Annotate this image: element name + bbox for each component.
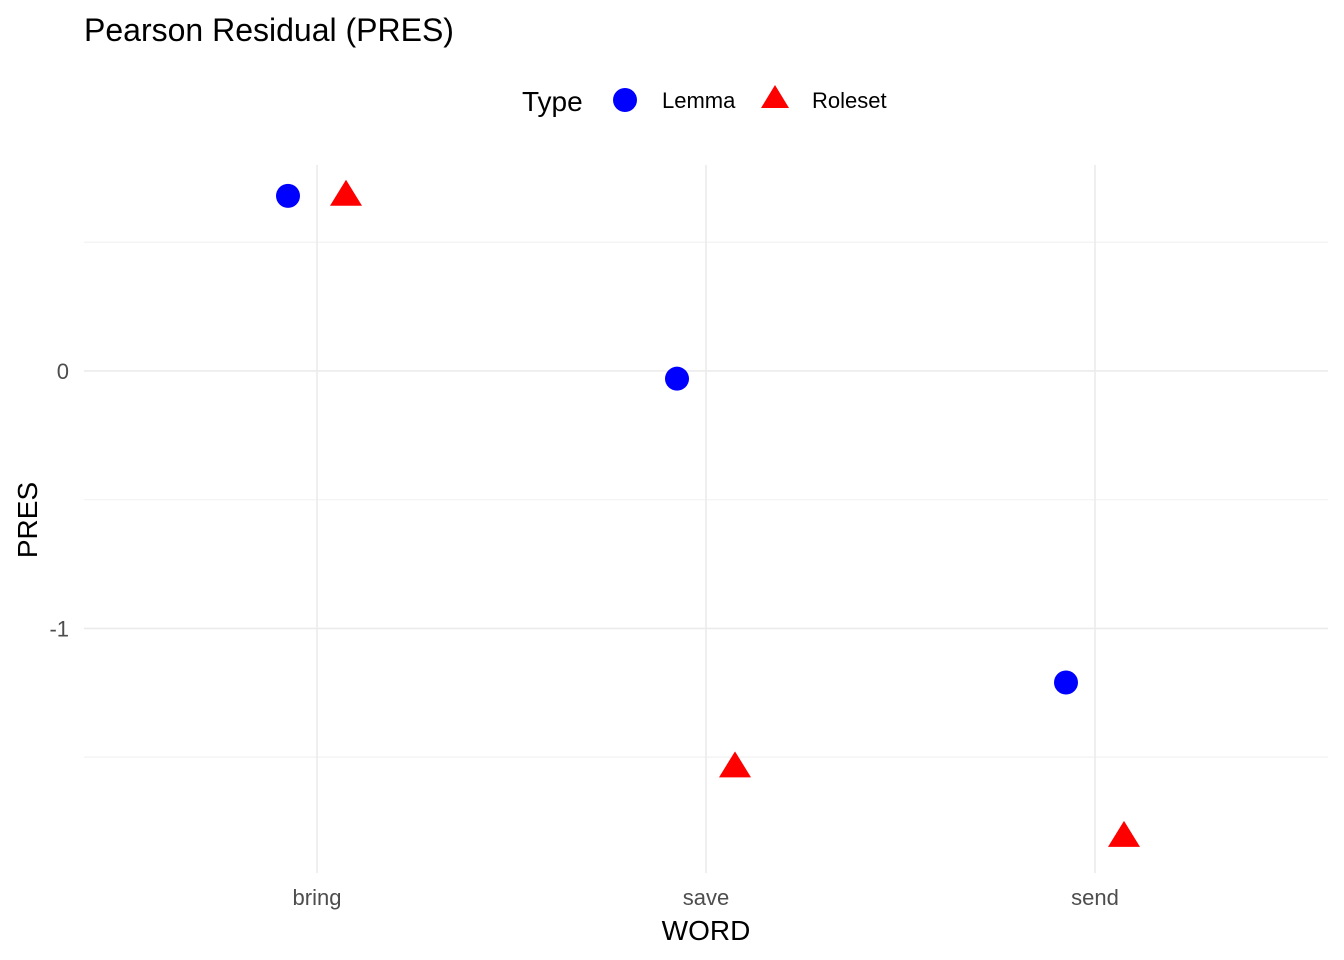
y-tick-label: -1	[49, 616, 69, 641]
legend: Type Lemma Roleset	[522, 85, 887, 117]
legend-roleset-marker	[761, 85, 789, 108]
roleset-point	[330, 179, 362, 206]
axis-ticks: 0 -1 bring save send	[49, 359, 1118, 910]
roleset-point	[1108, 820, 1140, 847]
y-tick-label: 0	[57, 359, 69, 384]
x-tick-label: bring	[293, 885, 342, 910]
grid	[84, 165, 1328, 873]
x-tick-label: send	[1071, 885, 1119, 910]
roleset-point	[719, 751, 751, 778]
x-axis-title: WORD	[662, 915, 751, 946]
y-axis-title: PRES	[12, 482, 43, 558]
lemma-point	[665, 366, 689, 391]
legend-roleset-label: Roleset	[812, 88, 887, 113]
legend-lemma-marker	[613, 88, 637, 112]
x-tick-label: save	[683, 885, 729, 910]
lemma-point	[1054, 670, 1078, 695]
lemma-point	[276, 183, 300, 208]
legend-title: Type	[522, 86, 583, 117]
plot-marks	[276, 179, 1140, 847]
chart-title: Pearson Residual (PRES)	[84, 12, 454, 48]
legend-lemma-label: Lemma	[662, 88, 736, 113]
